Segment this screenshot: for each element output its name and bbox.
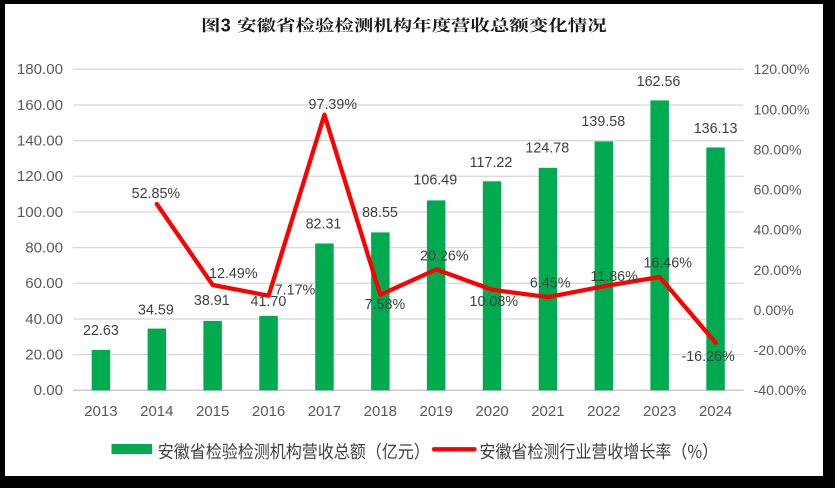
svg-text:2015: 2015 xyxy=(196,403,229,420)
svg-text:0.00%: 0.00% xyxy=(754,303,795,319)
svg-text:12.49%: 12.49% xyxy=(209,266,258,282)
svg-text:2022: 2022 xyxy=(587,403,620,420)
svg-text:7.58%: 7.58% xyxy=(365,297,406,313)
svg-text:0.00: 0.00 xyxy=(34,382,63,399)
svg-text:2019: 2019 xyxy=(420,403,453,420)
svg-text:180.00: 180.00 xyxy=(17,61,63,78)
svg-text:40.00: 40.00 xyxy=(25,311,63,328)
svg-text:-20.00%: -20.00% xyxy=(754,343,807,359)
svg-text:2024: 2024 xyxy=(699,403,732,420)
svg-text:52.85%: 52.85% xyxy=(132,186,181,202)
svg-text:80.00%: 80.00% xyxy=(754,143,803,159)
svg-text:38.91: 38.91 xyxy=(194,293,230,309)
svg-text:120.00%: 120.00% xyxy=(754,62,810,78)
svg-text:106.49: 106.49 xyxy=(413,173,457,189)
svg-text:34.59: 34.59 xyxy=(138,303,174,319)
svg-text:100.00%: 100.00% xyxy=(754,102,810,118)
svg-text:6.45%: 6.45% xyxy=(530,275,571,291)
svg-text:136.13: 136.13 xyxy=(694,121,738,137)
svg-text:7.17%: 7.17% xyxy=(275,282,316,298)
svg-text:162.56: 162.56 xyxy=(637,74,681,90)
svg-text:16.46%: 16.46% xyxy=(643,256,692,272)
svg-text:-16.26%: -16.26% xyxy=(681,349,735,365)
svg-text:20.26%: 20.26% xyxy=(420,249,469,265)
svg-text:11.86%: 11.86% xyxy=(590,269,638,285)
svg-text:120.00: 120.00 xyxy=(17,168,63,185)
svg-text:88.55: 88.55 xyxy=(362,205,398,221)
svg-text:2018: 2018 xyxy=(364,403,397,420)
svg-text:3: 3 xyxy=(221,15,231,35)
svg-text:140.00: 140.00 xyxy=(17,133,63,150)
svg-text:2016: 2016 xyxy=(252,403,285,420)
svg-text:2023: 2023 xyxy=(643,403,676,420)
svg-text:80.00: 80.00 xyxy=(25,240,63,257)
svg-text:139.58: 139.58 xyxy=(581,114,625,130)
svg-text:97.39%: 97.39% xyxy=(309,97,358,113)
svg-text:117.22: 117.22 xyxy=(470,155,513,171)
svg-text:2021: 2021 xyxy=(531,403,564,420)
svg-text:20.00: 20.00 xyxy=(25,347,63,364)
svg-text:22.63: 22.63 xyxy=(83,323,119,339)
svg-text:10.08%: 10.08% xyxy=(470,294,519,310)
svg-text:100.00: 100.00 xyxy=(17,204,63,221)
svg-text:82.31: 82.31 xyxy=(306,217,342,233)
svg-text:2014: 2014 xyxy=(140,403,173,420)
svg-text:40.00%: 40.00% xyxy=(754,223,803,239)
svg-text:20.00%: 20.00% xyxy=(754,263,803,279)
svg-text:124.78: 124.78 xyxy=(525,140,569,156)
svg-text:2013: 2013 xyxy=(84,403,117,420)
svg-text:160.00: 160.00 xyxy=(17,97,63,114)
svg-text:2020: 2020 xyxy=(475,403,508,420)
svg-text:-40.00%: -40.00% xyxy=(754,383,807,399)
svg-text:2017: 2017 xyxy=(308,403,341,420)
svg-text:60.00%: 60.00% xyxy=(754,183,803,199)
svg-text:60.00: 60.00 xyxy=(25,275,63,292)
svg-text:41.70: 41.70 xyxy=(251,294,287,310)
